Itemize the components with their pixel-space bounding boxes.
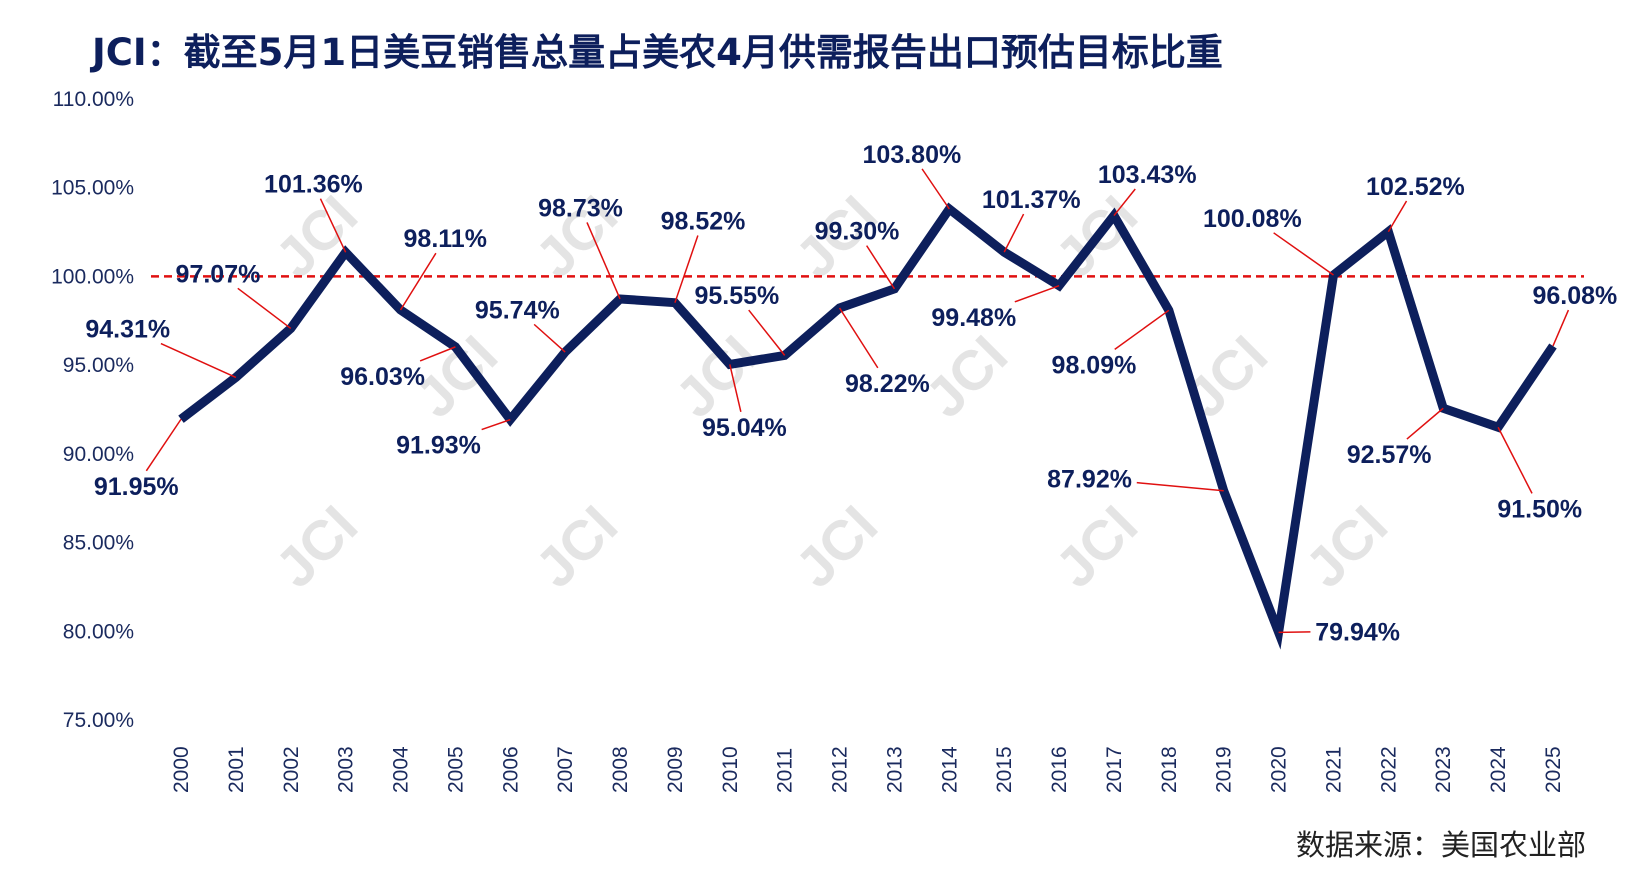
- data-label: 99.30%: [815, 218, 900, 246]
- x-tick-label: 2000: [170, 746, 193, 793]
- data-label: 97.07%: [176, 260, 261, 288]
- data-label: 98.09%: [1052, 351, 1137, 379]
- leader-line: [160, 342, 237, 379]
- y-tick-label: 80.00%: [63, 620, 134, 643]
- leader-line: [1113, 188, 1136, 217]
- data-label: 87.92%: [1047, 465, 1132, 493]
- data-label: 103.80%: [863, 141, 962, 169]
- x-tick-label: 2023: [1432, 746, 1455, 793]
- x-tick-label: 2017: [1103, 746, 1126, 793]
- data-label: 95.55%: [694, 282, 779, 310]
- x-tick-label: 2009: [664, 746, 687, 793]
- leader-line: [1136, 481, 1224, 492]
- data-label: 103.43%: [1098, 161, 1197, 189]
- data-label: 95.04%: [702, 414, 787, 442]
- x-tick-label: 2003: [335, 746, 358, 793]
- data-label: 98.73%: [538, 194, 623, 222]
- x-tick-label: 2016: [1048, 746, 1071, 793]
- data-label: 94.31%: [85, 316, 170, 344]
- x-tick-label: 2005: [444, 746, 467, 793]
- leader-line: [481, 418, 511, 431]
- data-label: 91.50%: [1497, 495, 1582, 523]
- watermark-logo: JCI: [523, 493, 629, 599]
- data-label: 98.22%: [845, 370, 930, 398]
- leader-line: [1003, 213, 1025, 253]
- x-tick-label: 2020: [1268, 746, 1291, 793]
- leader-line: [237, 287, 292, 330]
- data-label: 101.36%: [264, 171, 363, 199]
- y-tick-label: 75.00%: [63, 709, 134, 732]
- leader-line: [319, 198, 347, 253]
- leader-line: [145, 418, 182, 472]
- x-tick-label: 2024: [1487, 746, 1510, 793]
- data-label: 102.52%: [1366, 173, 1465, 201]
- chart-title: JCI：截至5月1日美豆销售总量占美农4月供需报告出口预估目标比重: [92, 31, 1223, 74]
- data-label: 101.37%: [982, 186, 1081, 214]
- y-tick-label: 100.00%: [51, 265, 134, 288]
- data-label: 91.93%: [396, 432, 481, 460]
- leader-line: [1552, 309, 1570, 347]
- data-label: 98.52%: [661, 208, 746, 236]
- leader-line: [1114, 309, 1170, 351]
- leader-line: [1387, 200, 1408, 233]
- watermark-logo: JCI: [1293, 493, 1399, 599]
- y-tick-label: 105.00%: [51, 177, 134, 200]
- y-tick-label: 85.00%: [63, 532, 134, 555]
- x-tick-label: 2014: [938, 746, 961, 793]
- x-tick-label: 2022: [1377, 746, 1400, 793]
- leader-line: [729, 364, 742, 413]
- watermark-logo: JCI: [783, 493, 889, 599]
- data-label: 92.57%: [1347, 441, 1432, 469]
- leader-line: [399, 252, 437, 311]
- leader-line: [586, 222, 621, 300]
- data-label: 96.08%: [1532, 282, 1617, 310]
- data-source: 数据来源：美国农业部: [1295, 828, 1586, 862]
- x-tick-label: 2001: [225, 746, 248, 793]
- x-tick-label: 2025: [1542, 746, 1565, 793]
- data-label: 99.48%: [931, 304, 1016, 332]
- leader-line: [674, 235, 699, 303]
- x-tick-label: 2007: [554, 746, 577, 793]
- data-label: 91.95%: [94, 473, 179, 501]
- y-tick-label: 90.00%: [63, 443, 134, 466]
- leader-line: [1014, 284, 1060, 303]
- series-line: [178, 202, 1557, 650]
- x-tick-label: 2002: [280, 746, 303, 793]
- x-tick-label: 2019: [1213, 746, 1236, 793]
- x-tick-label: 2021: [1322, 746, 1345, 793]
- leader-line: [1406, 407, 1444, 440]
- data-label: 95.74%: [475, 296, 560, 324]
- x-tick-label: 2018: [1158, 746, 1181, 793]
- leader-line: [1497, 426, 1533, 494]
- x-tick-label: 2004: [390, 746, 413, 793]
- x-tick-label: 2013: [883, 746, 906, 793]
- watermark-logo: JCI: [263, 183, 369, 289]
- x-tick-label: 2010: [719, 746, 742, 793]
- leader-line: [866, 245, 896, 290]
- data-label: 98.11%: [404, 225, 487, 253]
- x-tick-label: 2006: [499, 746, 522, 793]
- watermark-logo: JCI: [1043, 493, 1149, 599]
- leader-line: [419, 346, 456, 362]
- watermark-logo: JCI: [263, 493, 369, 599]
- leader-line: [1273, 232, 1334, 276]
- y-tick-label: 110.00%: [53, 88, 134, 111]
- x-tick-label: 2008: [609, 746, 632, 793]
- y-tick-label: 95.00%: [63, 354, 134, 377]
- data-label: 96.03%: [340, 363, 425, 391]
- leader-line: [748, 309, 786, 356]
- leader-line: [838, 307, 879, 369]
- data-label: 79.94%: [1315, 618, 1400, 646]
- x-tick-label: 2015: [993, 746, 1016, 793]
- x-tick-label: 2012: [829, 746, 852, 793]
- data-label: 100.08%: [1203, 205, 1302, 233]
- x-tick-label: 2011: [774, 748, 797, 793]
- leader-line: [533, 323, 566, 353]
- leader-line: [921, 168, 950, 210]
